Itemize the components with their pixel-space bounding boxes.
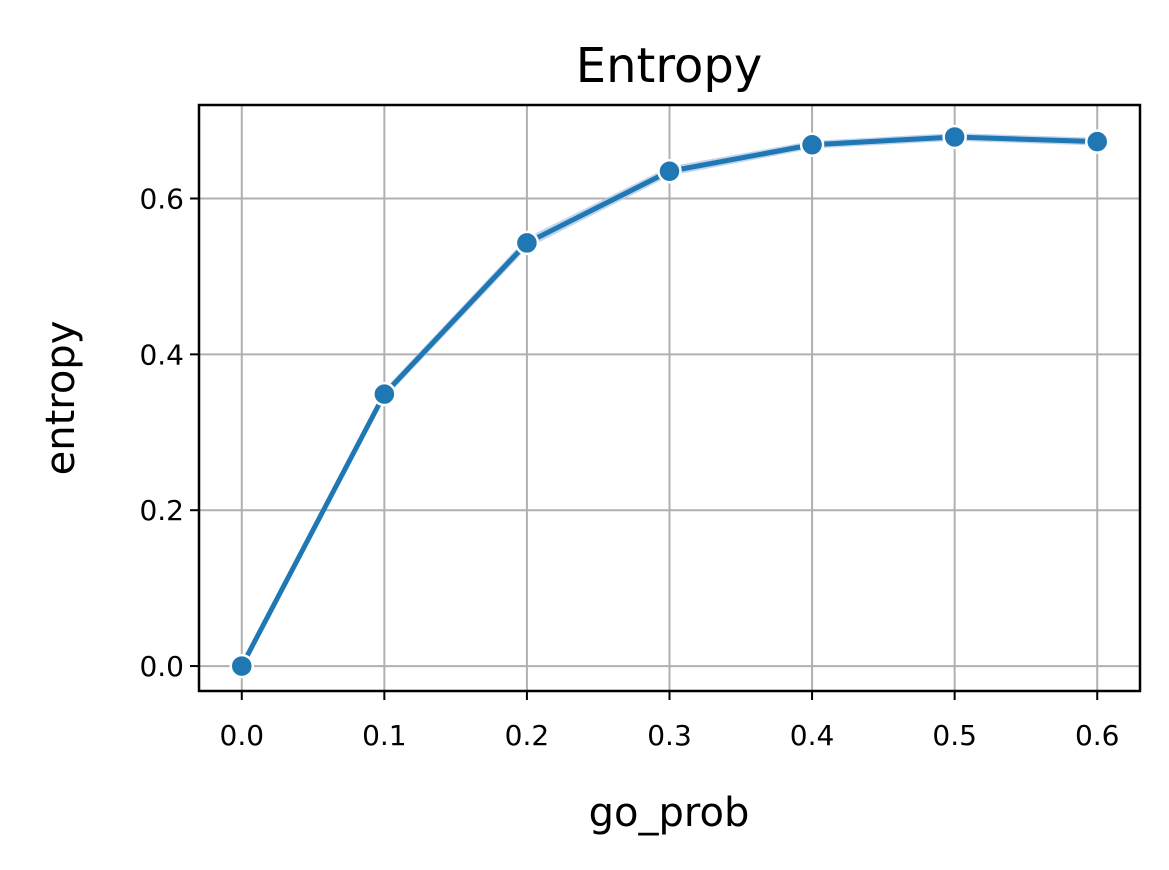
x-axis-ticks: 0.0 0.1 0.2 0.3 0.4 0.5 0.6 xyxy=(220,691,1120,752)
y-axis-label: entropy xyxy=(38,321,84,476)
y-tick-label: 0.2 xyxy=(139,494,184,527)
data-point xyxy=(229,653,255,679)
x-tick-label: 0.2 xyxy=(505,719,550,752)
data-point xyxy=(799,132,825,157)
x-axis-label: go_prob xyxy=(589,790,750,836)
y-axis-ticks: 0.0 0.2 0.4 0.6 xyxy=(139,183,199,683)
x-tick-label: 0.4 xyxy=(790,719,835,752)
data-point xyxy=(942,124,967,150)
y-tick-label: 0.6 xyxy=(139,183,184,216)
x-tick-label: 0.5 xyxy=(932,719,977,752)
x-tick-label: 0.6 xyxy=(1075,719,1120,752)
x-tick-label: 0.1 xyxy=(362,719,407,752)
y-tick-label: 0.0 xyxy=(139,650,184,683)
data-point xyxy=(657,158,682,184)
x-tick-label: 0.0 xyxy=(220,719,265,752)
y-tick-label: 0.4 xyxy=(139,338,184,371)
data-point-layer xyxy=(229,124,1110,679)
grid xyxy=(199,105,1140,691)
data-point xyxy=(372,381,397,407)
data-point xyxy=(514,230,540,256)
x-tick-label: 0.3 xyxy=(647,719,692,752)
chart-title: Entropy xyxy=(576,38,763,94)
data-point xyxy=(1084,129,1110,154)
